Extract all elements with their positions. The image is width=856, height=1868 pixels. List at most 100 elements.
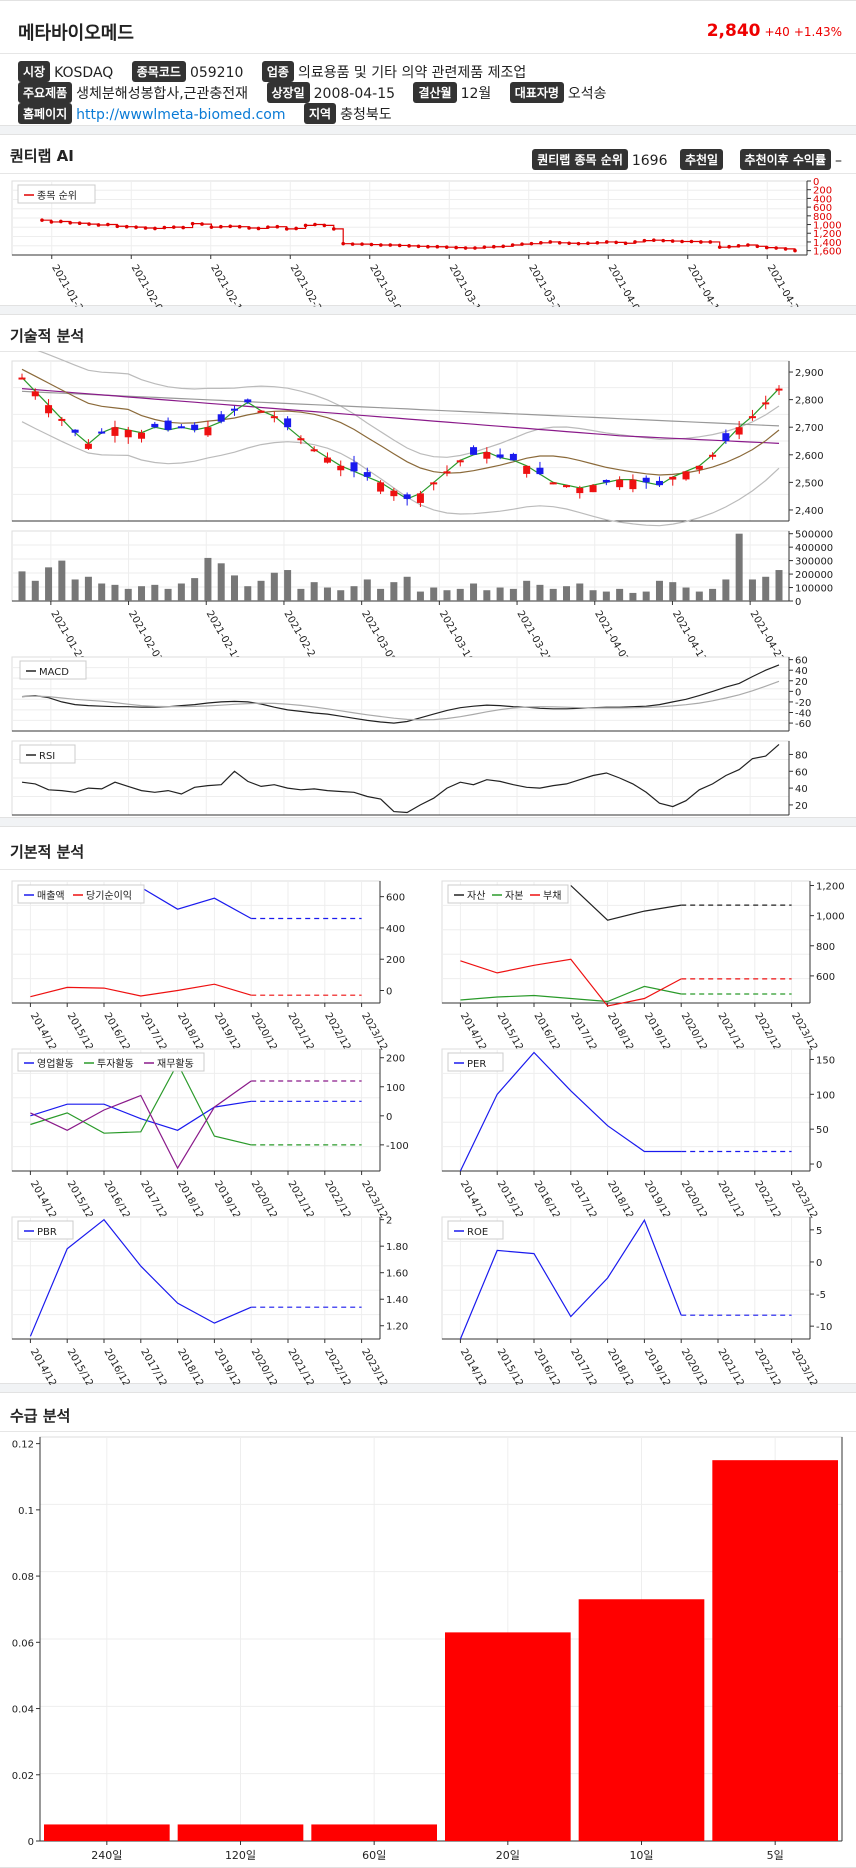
region-tag: 지역 xyxy=(303,103,337,124)
x-tick-label: 2023/12 xyxy=(359,1011,389,1052)
x-tick-label: 2017/12 xyxy=(568,1347,598,1385)
volume-bar xyxy=(629,592,637,601)
rank-point xyxy=(313,222,317,227)
rank-point xyxy=(454,245,458,250)
x-tick-label: 2022/12 xyxy=(752,1011,782,1052)
y-tick-label: 0 xyxy=(28,1837,34,1848)
volume-bar xyxy=(297,588,305,601)
volume-bar xyxy=(337,590,345,601)
legend-box xyxy=(17,184,96,204)
x-tick-label: 2017/12 xyxy=(568,1179,598,1220)
homepage-tag: 홈페이지 xyxy=(18,103,73,124)
volume-bar xyxy=(709,588,717,601)
rank-point xyxy=(294,226,298,231)
volume-bar xyxy=(377,588,385,601)
y-tick-label: 1.20 xyxy=(386,1322,408,1333)
products-value: 생체분해성봉합사,근관충전재 xyxy=(76,86,249,102)
x-tick-label: 2022/12 xyxy=(752,1179,782,1220)
volume-bar xyxy=(257,580,265,601)
x-tick-label: 2021-02-03 xyxy=(129,263,168,307)
rank-point xyxy=(661,238,666,243)
ceo-value: 오석송 xyxy=(567,86,607,102)
x-tick-label: 120일 xyxy=(225,1848,256,1862)
volume-bar xyxy=(217,563,225,601)
x-tick-label: 2016/12 xyxy=(101,1011,131,1052)
candle-body xyxy=(655,480,663,486)
x-tick-label: 2014/12 xyxy=(458,1011,488,1052)
y-tick-label: 2,900 xyxy=(795,368,824,379)
rank-point xyxy=(783,247,788,251)
x-tick-label: 2015/12 xyxy=(495,1347,525,1385)
volume-bar xyxy=(284,570,292,601)
volume-bar xyxy=(270,572,278,601)
ceo-tag: 대표자명 xyxy=(509,82,564,103)
volume-bar xyxy=(523,580,531,601)
rank-point xyxy=(557,241,562,245)
rank-point xyxy=(360,242,364,246)
legend-box xyxy=(447,1220,504,1240)
candle-body xyxy=(337,465,345,471)
x-tick-label: 240일 xyxy=(91,1848,122,1862)
y-tick-label: 20 xyxy=(795,801,808,812)
volume-bar xyxy=(682,587,690,601)
rank-point xyxy=(764,245,769,250)
rank-point xyxy=(727,244,731,249)
x-tick-label: 10일 xyxy=(629,1848,653,1862)
rank-point xyxy=(774,246,778,250)
x-tick-label: 2018/12 xyxy=(605,1011,635,1052)
supply-card: 수급 분석 0 0.02 0.04 0.06 0.08 0.1 0.12 240일 120일 60… xyxy=(0,1392,856,1868)
candle-body xyxy=(762,402,770,405)
rank-point xyxy=(680,239,684,244)
x-tick-label: 2022/12 xyxy=(322,1011,352,1052)
price-change-pct: +1.43% xyxy=(793,25,842,39)
candle-body xyxy=(456,460,464,463)
region-value: 충청북도 xyxy=(340,107,392,123)
x-tick-label: 2020/12 xyxy=(249,1179,279,1220)
candle-body xyxy=(18,377,26,380)
fundamental-title: 기본적 분석 xyxy=(10,843,85,861)
legend-box xyxy=(17,884,145,904)
rank-point xyxy=(689,239,694,244)
return-tag: 추천이후 수익률 xyxy=(739,149,831,170)
y-tick-label: 200 xyxy=(386,955,405,966)
supply-bar xyxy=(311,1824,437,1841)
candle-body xyxy=(164,420,172,430)
rank-point xyxy=(652,238,656,242)
volume-bar xyxy=(616,588,624,601)
rank-point xyxy=(228,224,233,229)
y-tick-label: 0.1 xyxy=(18,1506,34,1517)
rank-point xyxy=(736,244,741,248)
volume-bar xyxy=(602,591,610,601)
y-tick-label: 600 xyxy=(816,972,835,983)
candle-body xyxy=(323,457,331,463)
x-tick-label: 2021-02-03 xyxy=(126,609,165,665)
candle-body xyxy=(589,485,597,493)
candle-body xyxy=(509,453,517,461)
homepage-link[interactable]: http://wwwlmeta-biomed.com xyxy=(76,107,286,123)
y-tick-label: 800 xyxy=(813,212,832,223)
rank-point xyxy=(595,241,600,245)
rank-point xyxy=(115,224,120,229)
x-tick-label: 2021-03-25 xyxy=(514,609,553,665)
x-tick-label: 2021-01-26 xyxy=(48,609,87,665)
candle-body xyxy=(151,423,159,428)
candle-body xyxy=(204,427,212,436)
candle-body xyxy=(257,410,265,413)
rank-point xyxy=(322,223,327,228)
candle-body xyxy=(722,433,730,441)
y-tick-label: 2,800 xyxy=(795,396,824,407)
rank-point xyxy=(576,241,581,246)
x-tick-label: 2023/12 xyxy=(789,1347,819,1385)
y-tick-label: 0 xyxy=(813,177,819,188)
y-tick-label: 200 xyxy=(813,186,832,197)
series-line xyxy=(459,1218,682,1340)
candle-body xyxy=(403,494,411,499)
quantilab-title: 퀀티랩 AI xyxy=(10,147,74,165)
x-tick-label: 2021-04-22 xyxy=(765,263,804,307)
y-tick-label: 600 xyxy=(386,893,405,904)
volume-bar xyxy=(230,575,238,601)
y-tick-label: 100 xyxy=(816,1090,835,1101)
x-tick-label: 60일 xyxy=(362,1848,386,1862)
rank-point xyxy=(444,245,449,249)
